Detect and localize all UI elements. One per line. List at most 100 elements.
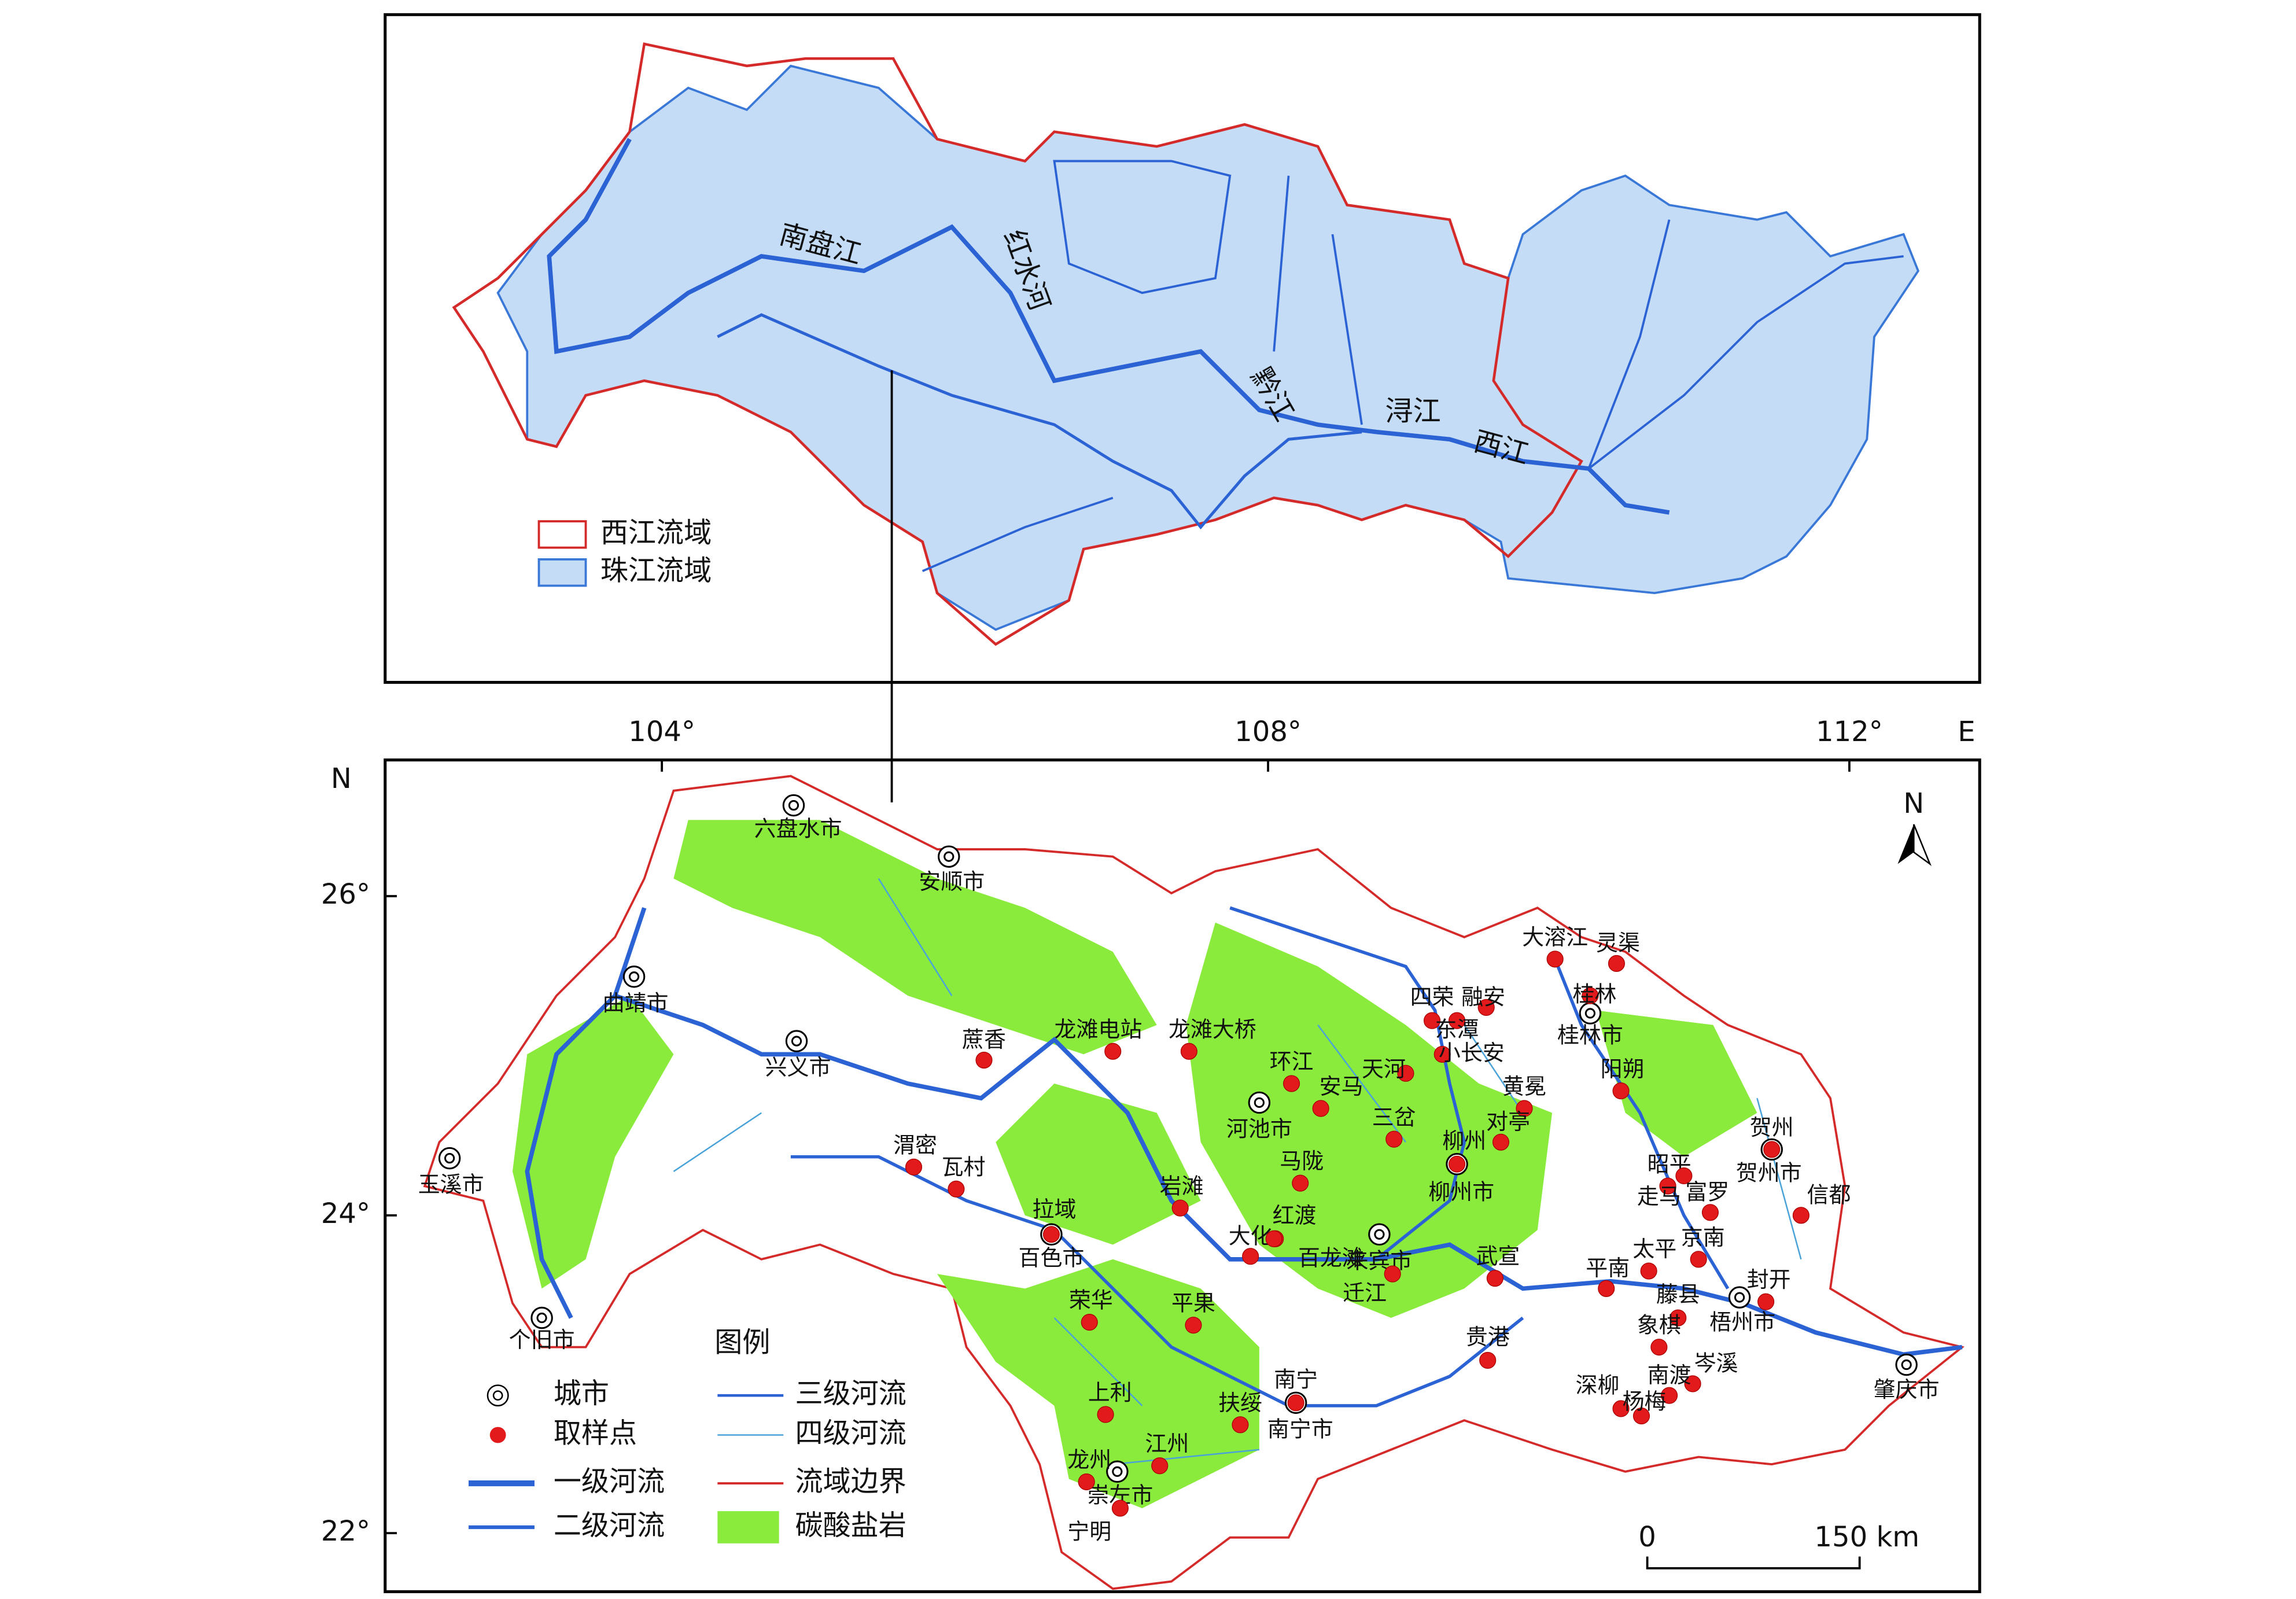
city-label: 梧州市 <box>1709 1310 1775 1335</box>
sample-point <box>1479 1351 1497 1369</box>
lat-label: 22° <box>321 1515 370 1548</box>
sample-point <box>1763 1141 1781 1158</box>
city-label: 肇庆市 <box>1874 1377 1940 1402</box>
legend-title: 图例 <box>714 1327 770 1359</box>
sample-point <box>948 1180 965 1198</box>
sample-point <box>1684 1375 1701 1392</box>
legend-label: 三级河流 <box>795 1377 906 1410</box>
sample-label: 富罗 <box>1685 1179 1729 1204</box>
sample-label: 荣华 <box>1069 1288 1113 1313</box>
sample-label: 太平 <box>1632 1236 1676 1262</box>
sample-label: 走马 <box>1637 1184 1681 1209</box>
legend-swatch <box>537 558 587 587</box>
sample-label: 信都 <box>1807 1182 1851 1207</box>
sample-label: 大化 <box>1229 1223 1273 1248</box>
sample-label: 黄冕 <box>1502 1074 1546 1099</box>
scale-label: 150 km <box>1814 1521 1919 1553</box>
sample-label: 桂林 <box>1573 982 1617 1007</box>
sample-label: 小长安 <box>1439 1040 1505 1066</box>
scale-bar <box>1646 1556 1861 1569</box>
bottom-grid-ticks <box>385 760 1851 1534</box>
city-label: 百色市 <box>1019 1245 1085 1270</box>
sample-point <box>1546 950 1564 968</box>
legend-label: 一级河流 <box>554 1465 665 1498</box>
sample-point <box>1078 1473 1095 1491</box>
city-symbol <box>782 794 805 817</box>
lat-label: 26° <box>321 878 370 911</box>
city-label: 贺州市 <box>1736 1160 1802 1185</box>
sample-point <box>1670 1309 1687 1327</box>
sample-label: 融安 <box>1461 985 1505 1010</box>
sample-label: 上利 <box>1088 1380 1132 1405</box>
rivers <box>525 878 1963 1465</box>
legend-label: 碳酸盐岩 <box>795 1509 906 1542</box>
sample-point <box>1282 1075 1300 1092</box>
city-label: 柳州市 <box>1428 1179 1494 1204</box>
legend-label: 珠江流域 <box>600 555 712 587</box>
sample-label: 岑溪 <box>1694 1351 1738 1376</box>
top-rivers <box>547 138 1904 572</box>
sample-point <box>975 1051 993 1069</box>
legend-symbol <box>492 1390 503 1401</box>
sample-point <box>1111 1499 1129 1517</box>
city-label: 桂林市 <box>1557 1023 1623 1048</box>
city-symbol <box>438 1147 461 1170</box>
sample-label: 平南 <box>1586 1255 1630 1281</box>
city-symbol <box>1106 1460 1129 1483</box>
sample-label: 贵港 <box>1466 1324 1510 1350</box>
legend-swatch <box>537 520 587 549</box>
sample-point <box>1385 1130 1403 1148</box>
sample-label: 瓦村 <box>942 1154 986 1180</box>
city-symbol <box>444 1153 455 1164</box>
sample-label: 环江 <box>1270 1049 1314 1074</box>
lon-label: 112° <box>1816 716 1883 748</box>
sample-point <box>1757 1293 1775 1310</box>
city-symbol <box>1374 1229 1385 1240</box>
sample-point <box>1423 1012 1441 1029</box>
basin <box>423 775 1965 1590</box>
sample-label: 蔗香 <box>962 1027 1006 1052</box>
north-arrow <box>1897 824 1914 864</box>
legend-label: 四级河流 <box>795 1417 906 1450</box>
city-label: 玉溪市 <box>418 1172 484 1198</box>
sample-label: 藤县 <box>1656 1282 1700 1307</box>
sample-label: 大溶江 <box>1522 924 1588 950</box>
lon-label: 108° <box>1234 716 1302 748</box>
sample-point <box>1612 1082 1630 1100</box>
sample-point <box>1701 1204 1719 1221</box>
lat-label: 24° <box>321 1198 370 1230</box>
sample-label: 平果 <box>1171 1291 1215 1316</box>
city-symbol <box>530 1306 553 1329</box>
sample-point <box>1042 1226 1060 1243</box>
city-symbol <box>944 851 954 862</box>
sample-label: 龙滩大桥 <box>1169 1016 1256 1042</box>
city-symbol <box>1112 1466 1123 1477</box>
sample-label: 阳朔 <box>1601 1056 1645 1082</box>
sample-label: 武宣 <box>1476 1244 1520 1269</box>
sample-label: 红渡 <box>1273 1203 1317 1228</box>
sample-label: 对亭 <box>1486 1109 1530 1134</box>
sample-point <box>1242 1248 1259 1265</box>
sample-point <box>1492 1133 1510 1151</box>
sample-label: 马陇 <box>1280 1148 1324 1174</box>
city-label: 河池市 <box>1226 1117 1292 1142</box>
legend-label: 城市 <box>554 1377 609 1410</box>
river-label: 浔江 <box>1385 395 1441 428</box>
city-symbol <box>1734 1292 1745 1303</box>
xijiang-boundary <box>452 42 1583 646</box>
sample-point <box>1185 1317 1202 1334</box>
sample-label: 拉域 <box>1033 1197 1077 1222</box>
sample-point <box>1632 1408 1650 1425</box>
city-symbol <box>628 971 640 982</box>
city-label: 安顺市 <box>919 869 985 894</box>
legend-symbol <box>717 1511 779 1543</box>
legend-label: 西江流域 <box>600 517 712 549</box>
sample-point <box>1384 1265 1401 1283</box>
sample-point <box>1433 1045 1451 1063</box>
city-symbol <box>788 800 799 811</box>
